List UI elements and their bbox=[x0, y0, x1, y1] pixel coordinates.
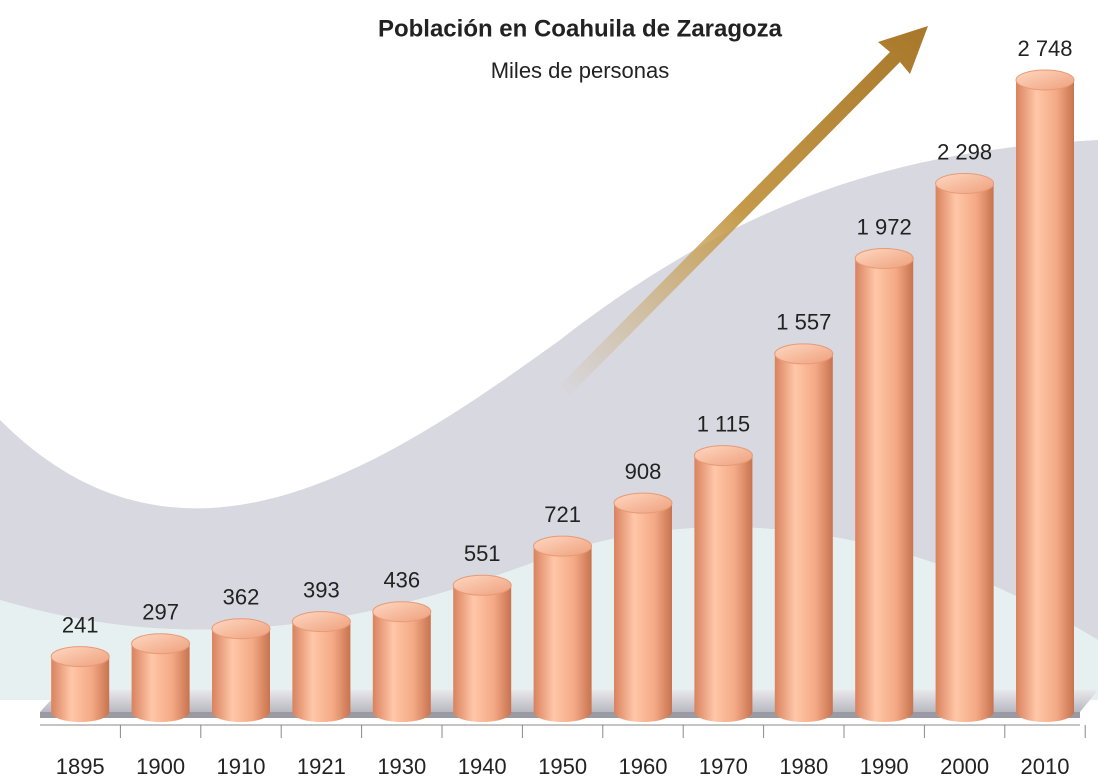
x-tick-label: 1900 bbox=[136, 754, 185, 779]
bar-top bbox=[936, 173, 994, 193]
x-tick-label: 2010 bbox=[1021, 754, 1070, 779]
data-label: 241 bbox=[62, 612, 99, 637]
bar bbox=[453, 575, 511, 722]
bar-top bbox=[51, 647, 109, 667]
data-label: 436 bbox=[383, 568, 420, 593]
bar bbox=[936, 173, 994, 722]
x-tick-label: 1910 bbox=[217, 754, 266, 779]
bar bbox=[694, 446, 752, 722]
bar-top bbox=[775, 344, 833, 364]
data-label: 393 bbox=[303, 577, 340, 602]
x-tick-label: 1930 bbox=[377, 754, 426, 779]
bar-top bbox=[694, 446, 752, 466]
x-tick-label: 1980 bbox=[779, 754, 828, 779]
bar-top bbox=[212, 619, 270, 639]
bar bbox=[614, 493, 672, 722]
x-tick-label: 1960 bbox=[619, 754, 668, 779]
bar-top bbox=[453, 575, 511, 595]
bar bbox=[855, 248, 913, 722]
bar-top bbox=[614, 493, 672, 513]
x-tick-label: 2000 bbox=[940, 754, 989, 779]
bar-top bbox=[534, 536, 592, 556]
data-label: 1 557 bbox=[776, 310, 831, 335]
x-tick-label: 1990 bbox=[860, 754, 909, 779]
x-tick-label: 1921 bbox=[297, 754, 346, 779]
bar-top bbox=[855, 248, 913, 268]
data-label: 551 bbox=[464, 541, 501, 566]
data-label: 2 748 bbox=[1017, 36, 1072, 61]
bar-top bbox=[132, 634, 190, 654]
data-label: 1 115 bbox=[697, 411, 750, 436]
bar-top bbox=[373, 602, 431, 622]
x-tick-label: 1940 bbox=[458, 754, 507, 779]
bar bbox=[775, 344, 833, 722]
chart: Población en Coahuila de Zaragoza Miles … bbox=[0, 0, 1098, 784]
data-label: 908 bbox=[625, 459, 662, 484]
bar bbox=[1016, 70, 1074, 722]
data-label: 297 bbox=[142, 600, 179, 625]
x-tick-label: 1970 bbox=[699, 754, 748, 779]
data-label: 2 298 bbox=[937, 139, 992, 164]
bar bbox=[534, 536, 592, 722]
chart-title: Población en Coahuila de Zaragoza bbox=[378, 15, 783, 42]
data-label: 1 972 bbox=[857, 214, 912, 239]
x-tick-label: 1950 bbox=[538, 754, 587, 779]
data-label: 721 bbox=[544, 502, 581, 527]
chart-subtitle: Miles de personas bbox=[491, 58, 670, 83]
bar-top bbox=[1016, 70, 1074, 90]
x-tick-label: 1895 bbox=[56, 754, 105, 779]
data-label: 362 bbox=[223, 585, 260, 610]
bar-top bbox=[292, 612, 350, 632]
